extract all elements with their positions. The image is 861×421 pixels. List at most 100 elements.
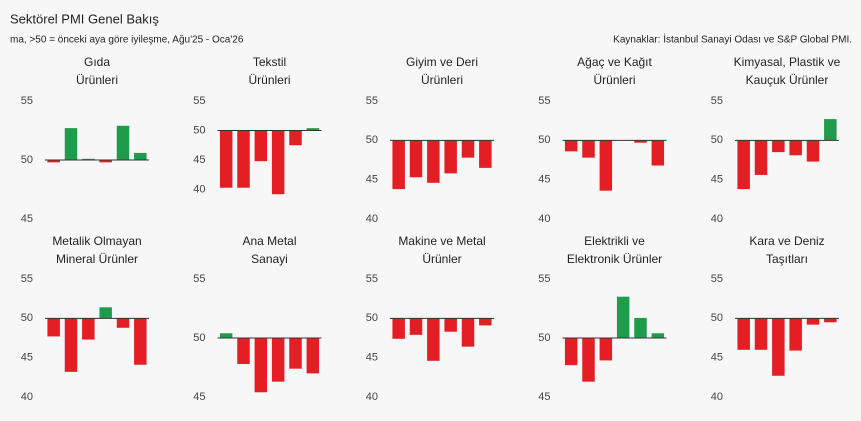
panel-title: Elektrikli ve (584, 234, 645, 248)
y-tick-label: 55 (21, 95, 33, 107)
y-tick-label: 45 (21, 352, 33, 364)
panel-title: Sanayi (251, 252, 288, 266)
bar (289, 130, 302, 146)
y-tick-label: 45 (366, 174, 378, 186)
bar (237, 338, 250, 364)
y-tick-label: 45 (711, 352, 723, 364)
bar (64, 318, 78, 372)
y-tick-label: 50 (538, 332, 550, 344)
panel-title: Ağaç ve Kağıt (577, 55, 652, 69)
bar (582, 338, 595, 382)
y-tick-label: 50 (21, 312, 33, 324)
panel-title: Mineral Ürünler (56, 252, 138, 266)
bar (806, 140, 820, 162)
bar (82, 318, 95, 340)
bar (427, 140, 440, 183)
bar (99, 160, 112, 163)
bar (737, 318, 750, 350)
panel-title: Ürünleri (76, 73, 118, 87)
bar (479, 318, 492, 326)
y-tick-label: 55 (193, 273, 205, 285)
source: Kaynaklar: İstanbul Sanayi Odası ve S&P … (613, 33, 852, 46)
bar (271, 130, 285, 195)
bar (219, 130, 233, 188)
bar (306, 338, 320, 374)
panel-title: Kimyasal, Plastik ve (734, 55, 841, 69)
bar (289, 338, 302, 369)
y-tick-label: 40 (366, 213, 378, 225)
bar (254, 338, 268, 393)
y-tick-label: 55 (366, 95, 378, 107)
y-tick-label: 50 (711, 312, 723, 324)
panel-title: Makine ve Metal (398, 234, 485, 248)
y-tick-label: 45 (366, 352, 378, 364)
bar (444, 140, 457, 174)
bar (599, 140, 613, 191)
y-tick-label: 50 (538, 134, 550, 146)
panel-title: Ana Metal (242, 234, 296, 248)
y-tick-label: 55 (711, 273, 723, 285)
y-tick-label: 40 (711, 391, 723, 403)
panel-title: Giyim ve Deri (406, 55, 478, 69)
bar (99, 307, 112, 319)
bar (47, 318, 60, 337)
bar (461, 140, 475, 158)
bar (599, 338, 613, 361)
y-tick-label: 55 (21, 273, 33, 285)
y-tick-label: 55 (366, 273, 378, 285)
bar (824, 119, 837, 141)
bar (754, 140, 768, 175)
bar (824, 318, 837, 323)
bar (789, 318, 802, 351)
y-tick-label: 50 (366, 312, 378, 324)
y-tick-label: 40 (21, 391, 33, 403)
bar (134, 318, 147, 365)
y-tick-label: 55 (538, 273, 550, 285)
bar (651, 333, 665, 338)
bar (306, 128, 320, 131)
y-tick-label: 40 (711, 213, 723, 225)
bar (737, 140, 750, 190)
bar (754, 318, 768, 350)
y-tick-label: 40 (538, 213, 550, 225)
bar (271, 338, 285, 382)
bar (116, 125, 130, 160)
panel-title: Ürünleri (248, 73, 290, 87)
bar (461, 318, 475, 347)
panel-title: Kauçuk Ürünler (746, 73, 829, 87)
bar (479, 140, 492, 168)
y-tick-label: 50 (21, 154, 33, 166)
y-tick-label: 45 (193, 391, 205, 403)
y-tick-label: 40 (193, 183, 205, 195)
y-tick-label: 45 (193, 154, 205, 166)
bar (134, 152, 147, 160)
bar (772, 140, 785, 153)
y-tick-label: 50 (193, 124, 205, 136)
y-tick-label: 45 (711, 174, 723, 186)
y-tick-label: 40 (366, 391, 378, 403)
bar (582, 140, 595, 158)
panel-title: Ürünleri (421, 73, 463, 87)
bar (409, 318, 423, 335)
bar (564, 338, 578, 366)
y-tick-label: 45 (21, 213, 33, 225)
bar (409, 140, 423, 178)
panel-title: Elektronik Ürünler (567, 252, 662, 266)
bar (806, 318, 820, 325)
y-tick-label: 45 (538, 391, 550, 403)
bar (47, 160, 60, 163)
y-tick-label: 50 (366, 134, 378, 146)
bar (564, 140, 578, 152)
bar (444, 318, 457, 332)
y-tick-label: 55 (193, 95, 205, 107)
panel-title: Tekstil (253, 55, 286, 69)
y-tick-label: 55 (711, 95, 723, 107)
bar (254, 130, 268, 162)
bar (237, 130, 250, 188)
bar (116, 318, 130, 328)
bar (616, 296, 630, 338)
bar (64, 128, 78, 160)
bar (82, 158, 95, 160)
bar (651, 140, 665, 166)
